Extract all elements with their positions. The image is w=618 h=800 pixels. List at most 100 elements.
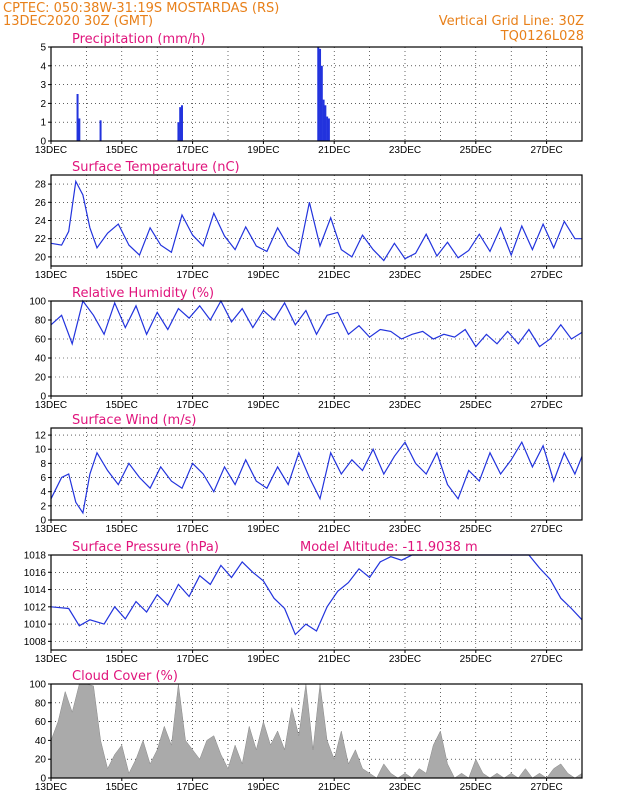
- y-tick-label: 10: [35, 445, 47, 456]
- x-tick-label: 13DEC: [35, 654, 67, 665]
- x-tick-label: 19DEC: [247, 400, 279, 411]
- x-tick-label: 17DEC: [176, 145, 208, 156]
- y-tick-label: 0: [40, 392, 46, 403]
- x-tick-label: 25DEC: [460, 524, 492, 535]
- panel-5: 1008 1010 1012 1014 1016 1018 13DEC 15DEC 17DEC 1…: [24, 540, 583, 665]
- x-tick-label: 23DEC: [389, 145, 421, 156]
- x-tick-label: 13DEC: [35, 400, 67, 411]
- panel-annotation: Model Altitude: -11.9038 m: [300, 540, 478, 555]
- x-tick-label: 21DEC: [318, 524, 350, 535]
- panel-frame: [50, 174, 583, 267]
- cloud-area: [50, 683, 583, 779]
- y-tick-label: 100: [29, 680, 46, 691]
- x-tick-label: 23DEC: [389, 400, 421, 411]
- precip-bar: [317, 47, 320, 141]
- x-tick-label: 23DEC: [389, 654, 421, 665]
- x-tick-label: 23DEC: [389, 270, 421, 281]
- x-tick-label: 19DEC: [247, 524, 279, 535]
- y-tick-label: 4: [40, 61, 46, 72]
- precip-bar: [320, 65, 323, 141]
- x-tick-label: 13DEC: [35, 524, 67, 535]
- y-tick-label: 1012: [24, 602, 47, 613]
- y-tick-label: 1: [40, 118, 46, 129]
- y-tick-label: 3: [40, 80, 46, 91]
- precip-bar: [78, 118, 81, 141]
- y-tick-label: 5: [40, 43, 46, 54]
- x-tick-label: 25DEC: [460, 654, 492, 665]
- x-tick-label: 13DEC: [35, 782, 67, 793]
- x-tick-label: 19DEC: [247, 145, 279, 156]
- x-tick-label: 15DEC: [106, 145, 138, 156]
- series-line: [50, 440, 583, 515]
- y-tick-label: 60: [35, 335, 47, 346]
- header-location: CPTEC: 050:38W-31:19S MOSTARDAS (RS): [3, 1, 279, 16]
- header-grid-line: Vertical Grid Line: 30Z: [439, 14, 584, 29]
- x-tick-label: 25DEC: [460, 145, 492, 156]
- panel-title: Surface Pressure (hPa): [72, 540, 219, 555]
- x-tick-label: 27DEC: [530, 270, 562, 281]
- x-tick-label: 23DEC: [389, 524, 421, 535]
- x-tick-label: 21DEC: [318, 145, 350, 156]
- series-line: [50, 299, 583, 348]
- panel-6: 0 20 40 60 80 100 13DEC 15DEC 17DEC 19DEC 21DEC 23D…: [29, 669, 583, 793]
- y-tick-label: 0: [40, 774, 46, 785]
- y-tick-label: 20: [35, 755, 47, 766]
- panel-4: 0 2 4 6 8 10 12 13DEC 15DEC 17DEC 19DEC 21DEC 23DEC 2…: [35, 413, 583, 535]
- y-tick-label: 1018: [24, 551, 47, 562]
- precip-bar: [324, 105, 327, 141]
- x-tick-label: 21DEC: [318, 654, 350, 665]
- x-tick-label: 17DEC: [176, 524, 208, 535]
- x-tick-label: 17DEC: [176, 782, 208, 793]
- y-tick-label: 20: [35, 373, 47, 384]
- y-tick-label: 20: [35, 252, 47, 263]
- precip-bar: [327, 118, 330, 141]
- x-tick-label: 19DEC: [247, 654, 279, 665]
- x-tick-label: 21DEC: [318, 400, 350, 411]
- precip-bar: [322, 99, 325, 141]
- precip-bar: [177, 122, 180, 141]
- y-tick-label: 1008: [24, 637, 47, 648]
- y-tick-label: 1016: [24, 568, 47, 579]
- panel-3: 0 20 40 60 80 100 13DEC 15DEC 17DEC 19DEC 21DEC 23D…: [29, 286, 583, 411]
- y-tick-label: 40: [35, 354, 47, 365]
- x-tick-label: 15DEC: [106, 400, 138, 411]
- x-tick-label: 13DEC: [35, 145, 67, 156]
- y-tick-label: 1010: [24, 620, 47, 631]
- panel-title: Relative Humidity (%): [72, 286, 214, 301]
- y-tick-label: 2: [40, 99, 46, 110]
- y-tick-label: 22: [35, 234, 47, 245]
- y-tick-label: 6: [40, 473, 46, 484]
- y-tick-label: 100: [29, 297, 46, 308]
- x-tick-label: 19DEC: [247, 270, 279, 281]
- y-tick-label: 80: [35, 316, 47, 327]
- series-line: [50, 179, 582, 262]
- x-tick-label: 15DEC: [106, 524, 138, 535]
- y-tick-label: 4: [40, 487, 46, 498]
- x-tick-label: 25DEC: [460, 270, 492, 281]
- precip-bar: [76, 94, 79, 141]
- precip-bar: [179, 107, 182, 141]
- y-tick-label: 8: [40, 459, 46, 470]
- precip-bar: [180, 105, 183, 141]
- x-tick-label: 17DEC: [176, 654, 208, 665]
- x-tick-label: 23DEC: [389, 782, 421, 793]
- y-tick-label: 80: [35, 698, 47, 709]
- panel-title: Precipitation (mm/h): [72, 32, 205, 47]
- y-tick-label: 28: [35, 180, 47, 191]
- x-tick-label: 21DEC: [318, 270, 350, 281]
- x-tick-label: 27DEC: [530, 782, 562, 793]
- panels-container: 0 1 2 3 4 5 13DEC 15DEC 17DEC 19DEC 21DEC 23DEC 25DE…: [24, 32, 583, 793]
- y-tick-label: 1014: [24, 585, 47, 596]
- panel-title: Surface Wind (m/s): [72, 413, 196, 428]
- y-tick-label: 24: [35, 216, 47, 227]
- series-line: [50, 554, 583, 636]
- x-tick-label: 27DEC: [530, 145, 562, 156]
- x-tick-label: 25DEC: [460, 400, 492, 411]
- y-tick-label: 26: [35, 198, 47, 209]
- x-tick-label: 21DEC: [318, 782, 350, 793]
- y-tick-label: 0: [40, 516, 46, 527]
- x-tick-label: 25DEC: [460, 782, 492, 793]
- y-tick-label: 0: [40, 137, 46, 148]
- y-tick-label: 2: [40, 501, 46, 512]
- precip-bar: [319, 48, 322, 141]
